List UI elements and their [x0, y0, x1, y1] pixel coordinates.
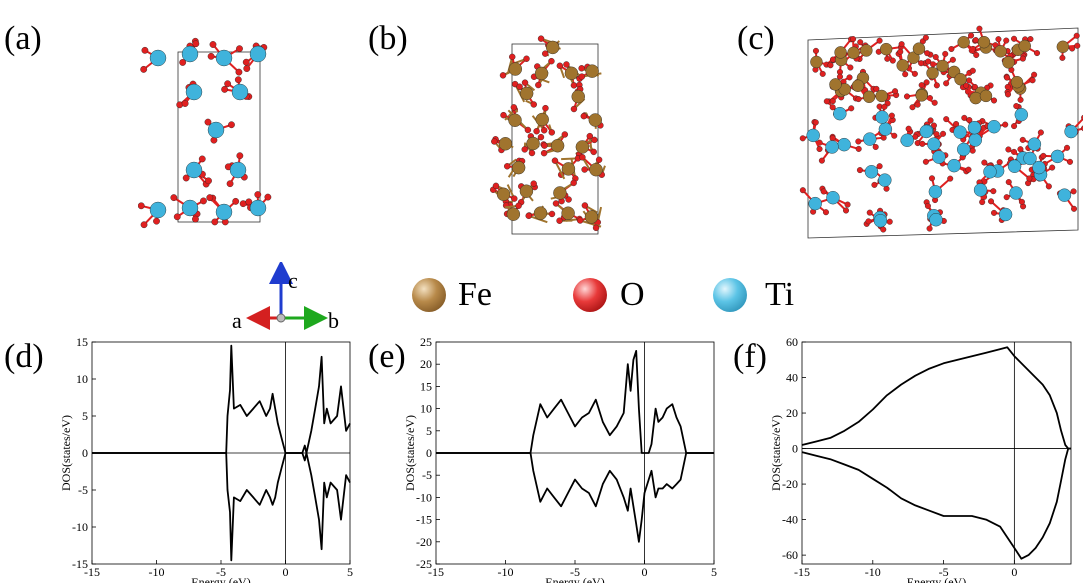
panel-label-c: (c): [737, 20, 775, 57]
chart-e-y-tick-label: -10: [416, 490, 432, 504]
chart-d-x-tick-label: 0: [283, 565, 289, 579]
chart-f-x-tick-label: -15: [794, 565, 810, 579]
chart-d-x-tick-label: 5: [347, 565, 353, 579]
chart-d-y-tick-label: 0: [82, 446, 88, 460]
triad-label-b: b: [328, 308, 339, 332]
chart-f-x-tick-label: 0: [1011, 565, 1017, 579]
chart-e-y-tick-label: 5: [426, 424, 432, 438]
ti-ball-icon: [713, 278, 747, 312]
chart-d-y-tick-label: -10: [72, 520, 88, 534]
panel-label-d: (d): [4, 338, 44, 375]
chart-e-y-tick-label: -5: [422, 468, 432, 482]
axes-triad-icon: c b a: [232, 262, 339, 332]
chart-e-x-tick-label: 0: [642, 565, 648, 579]
chart-f-y-tick-label: 40: [786, 371, 798, 385]
chart-e-y-tick-label: -20: [416, 535, 432, 549]
triad-label-a: a: [232, 308, 242, 332]
chart-e-y-tick-label: -25: [416, 557, 432, 571]
chart-f-y-axis-label: DOS(states/eV): [770, 415, 783, 491]
structure-a-image: [138, 37, 272, 229]
dos-chart-d: -15 -10 -5 0 5 10 15 -15 -10 -5 0 5 Energy (eV) DOS(s…: [60, 336, 353, 583]
chart-e-x-tick-label: 5: [711, 565, 717, 579]
dos-chart-f: -60 -40 -20 0 20 40 60 -15 -10 -5 0 Energy (eV) DOS(…: [770, 336, 1072, 583]
legend-o-label: O: [620, 276, 645, 313]
chart-e-y-axis-label: DOS(states/eV): [404, 415, 417, 491]
structure-c-image: [799, 25, 1083, 239]
panel-label-b: (b): [368, 20, 408, 57]
chart-e-y-tick-label: 25: [420, 336, 432, 349]
chart-f-y-tick-label: 0: [792, 442, 798, 456]
chart-d-y-axis-label: DOS(states/eV): [60, 415, 73, 491]
chart-e-y-tick-label: 10: [420, 402, 432, 416]
panel-label-e: (e): [368, 338, 406, 375]
chart-e-x-tick-label: -5: [570, 565, 580, 579]
chart-f-y-tick-label: 60: [786, 336, 798, 349]
chart-f-x-tick-label: -5: [939, 565, 949, 579]
chart-d-y-tick-label: 5: [82, 409, 88, 423]
chart-e-spin-up-line: [436, 349, 714, 454]
chart-e-y-tick-label: 15: [420, 379, 432, 393]
fe-ball-icon: [412, 278, 446, 312]
chart-d-spin-down-line: [92, 444, 351, 562]
legend-fe-label: Fe: [458, 276, 492, 313]
chart-e-y-tick-label: -15: [416, 513, 432, 527]
structure-b-image: [489, 35, 606, 235]
chart-e-y-tick-label: 0: [426, 446, 432, 460]
chart-f-y-tick-label: -60: [782, 548, 798, 562]
chart-f-y-tick-label: 20: [786, 406, 798, 420]
chart-e-spin-down-line: [436, 452, 714, 543]
o-ball-icon: [573, 278, 607, 312]
chart-d-y-tick-label: -15: [72, 557, 88, 571]
chart-f-y-tick-label: -20: [782, 477, 798, 491]
chart-d-x-tick-label: -5: [216, 565, 226, 579]
panel-label-f: (f): [733, 338, 767, 375]
dos-chart-e: -25 -20 -15 -10 -5 0 5 10 15 20 25 -15 -10 -5 0 5 Energy…: [404, 336, 717, 583]
chart-f-spin-up-line: [801, 346, 1071, 450]
chart-d-y-tick-label: 15: [76, 336, 88, 349]
chart-d-x-tick-label: -15: [84, 565, 100, 579]
chart-e-x-tick-label: -10: [498, 565, 514, 579]
chart-f-x-tick-label: -10: [865, 565, 881, 579]
triad-label-c: c: [288, 268, 298, 293]
panel-label-a: (a): [4, 20, 42, 57]
chart-d-y-tick-label: 10: [76, 372, 88, 386]
chart-d-x-axis-label: Energy (eV): [191, 575, 250, 583]
chart-f-x-axis-label: Energy (eV): [907, 575, 966, 583]
chart-d-x-tick-label: -10: [149, 565, 165, 579]
legend-ti-label: Ti: [765, 276, 795, 313]
chart-f-spin-down-line: [801, 447, 1071, 560]
chart-e-x-axis-label: Energy (eV): [545, 575, 604, 583]
chart-d-spin-up-line: [92, 344, 351, 462]
chart-f-y-tick-label: -40: [782, 513, 798, 527]
chart-e-x-tick-label: -15: [428, 565, 444, 579]
chart-d-y-tick-label: -5: [78, 483, 88, 497]
chart-f-plot-frame: [801, 341, 1072, 565]
chart-e-y-tick-label: 20: [420, 357, 432, 371]
